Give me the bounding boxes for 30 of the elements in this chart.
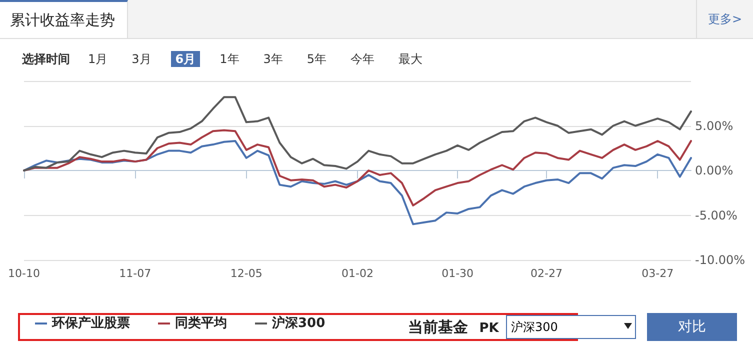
- y-tick-label: 0.00%: [695, 164, 734, 178]
- y-tick-label: -10.00%: [695, 253, 746, 267]
- x-tick-label: 12-05: [230, 267, 262, 280]
- x-tick-label: 02-27: [530, 267, 562, 280]
- chart-title: 累计收益率走势: [0, 0, 128, 38]
- text: 更多>: [696, 0, 753, 38]
- legend-label: 环保产业股票: [51, 315, 130, 331]
- x-tick-label: 03-27: [642, 267, 674, 280]
- text: 3月: [130, 51, 152, 67]
- text: 最大: [398, 51, 424, 67]
- line-series: [23, 140, 692, 226]
- text: 1年: [218, 51, 240, 67]
- text: 选择时间: [22, 52, 70, 66]
- text: 沪深300: [506, 315, 636, 339]
- text: 今年: [350, 51, 376, 67]
- x-tick-label: 10-10: [8, 267, 40, 280]
- text: 6月: [171, 51, 200, 67]
- text: 3年: [262, 51, 284, 67]
- x-tick-label: 01-30: [442, 267, 474, 280]
- legend-label: 同类平均: [175, 316, 227, 331]
- legend-label: 沪深300: [271, 315, 326, 331]
- y-tick-label: 5.00%: [695, 118, 734, 133]
- x-tick-label: 01-02: [342, 267, 374, 280]
- text: 对比: [647, 313, 737, 341]
- text: 1月: [87, 51, 109, 67]
- y-tick-label: -5.00%: [695, 208, 738, 222]
- text: PK: [479, 321, 499, 336]
- text: 当前基金: [408, 318, 468, 336]
- x-tick-label: 11-07: [119, 267, 152, 280]
- text: 5年: [306, 51, 328, 67]
